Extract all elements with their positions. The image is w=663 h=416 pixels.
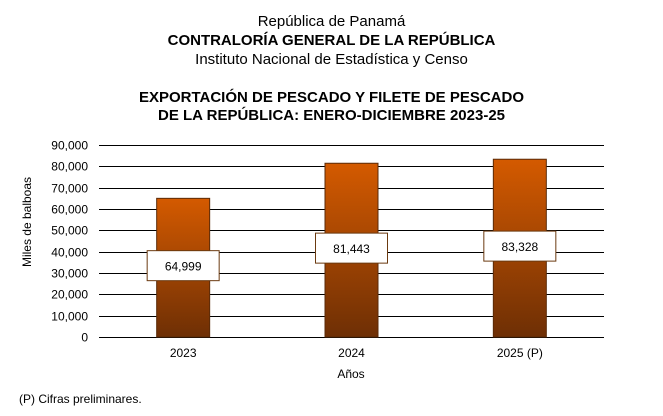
y-tick-label: 0 bbox=[81, 331, 88, 345]
header-contraloria: CONTRALORÍA GENERAL DE LA REPÚBLICA bbox=[167, 32, 496, 49]
data-label: 81,443 bbox=[333, 242, 370, 256]
y-tick-label: 90,000 bbox=[51, 139, 88, 153]
y-tick-label: 10,000 bbox=[51, 310, 88, 324]
data-labels: 64,999 81,443 83,328 bbox=[146, 230, 557, 282]
y-axis-label: Miles de balboas bbox=[20, 177, 34, 267]
y-tick-label: 40,000 bbox=[51, 246, 88, 260]
data-label: 64,999 bbox=[165, 260, 202, 274]
footnote: (P) Cifras preliminares. bbox=[19, 392, 142, 406]
y-tick-label: 60,000 bbox=[51, 203, 88, 217]
y-tick-label: 50,000 bbox=[51, 224, 88, 238]
x-tick-label: 2024 bbox=[338, 346, 365, 360]
chart-title-line-1: EXPORTACIÓN DE PESCADO Y FILETE DE PESCA… bbox=[138, 89, 525, 106]
chart-title-line-2: DE LA REPÚBLICA: ENERO-DICIEMBRE 2023-25 bbox=[158, 107, 505, 124]
x-axis-label: Años bbox=[337, 367, 364, 381]
x-axis-ticks: 2023 2024 2025 (P) bbox=[170, 346, 543, 360]
data-label-box bbox=[483, 230, 557, 262]
header-republic: República de Panamá bbox=[257, 13, 406, 30]
data-label-box bbox=[315, 232, 388, 264]
y-tick-label: 70,000 bbox=[51, 182, 88, 196]
data-label-box bbox=[146, 250, 220, 282]
header-institute: Instituto Nacional de Estadística y Cens… bbox=[195, 51, 468, 68]
y-tick-label: 20,000 bbox=[51, 288, 88, 302]
x-tick-label: 2023 bbox=[170, 346, 197, 360]
y-tick-label: 80,000 bbox=[51, 160, 88, 174]
y-axis-ticks: 0 10,000 20,000 30,000 40,000 50,000 60,000 70,… bbox=[51, 139, 88, 345]
data-label: 83,328 bbox=[501, 240, 538, 254]
x-tick-label: 2025 (P) bbox=[497, 346, 543, 360]
y-tick-label: 30,000 bbox=[51, 267, 88, 281]
